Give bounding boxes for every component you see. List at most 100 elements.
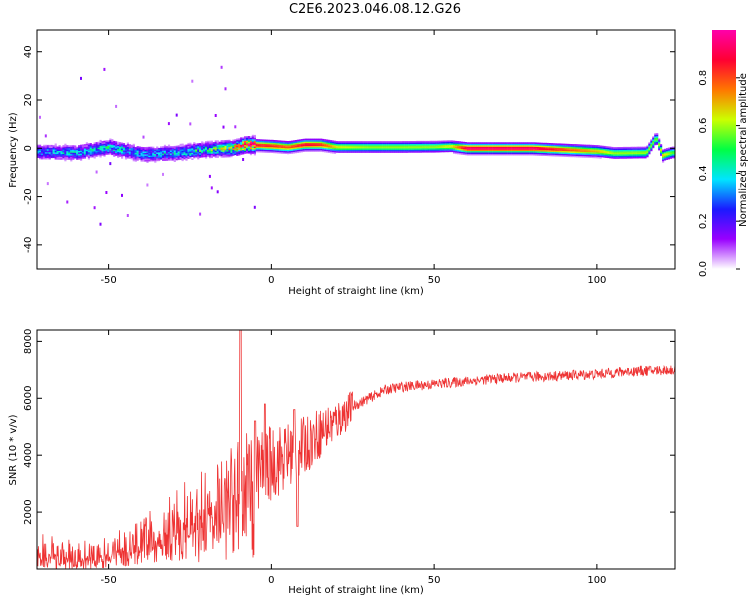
- heatmap-cell: [288, 152, 292, 154]
- heatmap-cell: [474, 150, 477, 153]
- heatmap-scatter-cell: [115, 104, 118, 108]
- heatmap-cell: [48, 157, 51, 160]
- heatmap-cell: [48, 149, 51, 151]
- heatmap-cell: [626, 152, 629, 155]
- heatmap-cell: [42, 149, 46, 151]
- heatmap-cell: [294, 144, 297, 146]
- heatmap-cell: [529, 148, 532, 150]
- heatmap-cell: [587, 153, 590, 155]
- heatmap-cell: [347, 143, 350, 146]
- heatmap-cell: [462, 147, 465, 150]
- heatmap-cell: [275, 150, 278, 152]
- heatmap-cell: [626, 154, 629, 156]
- heatmap-cell: [361, 141, 364, 143]
- heatmap-cell: [521, 148, 524, 150]
- heatmap-cell: [351, 141, 354, 143]
- heatmap-cell: [249, 140, 253, 143]
- heatmap-cell: [115, 148, 118, 151]
- heatmap-cell: [39, 157, 42, 160]
- heatmap-cell: [111, 139, 114, 141]
- heatmap-cell: [576, 148, 579, 151]
- heatmap-cell: [622, 151, 626, 153]
- heatmap-cell: [158, 159, 161, 162]
- heatmap-cell: [64, 152, 67, 154]
- heatmap-cell: [646, 148, 649, 151]
- heatmap-cell: [292, 141, 296, 144]
- heatmap-cell: [103, 152, 106, 154]
- heatmap-cell: [630, 146, 633, 149]
- heatmap-cell: [247, 136, 251, 138]
- heatmap-cell: [665, 152, 669, 155]
- heatmap-cell: [70, 148, 73, 150]
- heatmap-cell: [552, 146, 555, 148]
- heatmap-cell: [380, 141, 383, 143]
- heatmap-cell: [181, 152, 184, 154]
- heatmap-cell: [333, 146, 337, 149]
- heatmap-cell: [89, 150, 92, 152]
- heatmap-cell: [285, 152, 288, 154]
- heatmap-cell: [480, 148, 483, 150]
- heatmap-cell: [138, 149, 141, 151]
- heatmap-cell: [64, 148, 67, 150]
- y-tick-label: 40: [23, 45, 34, 58]
- heatmap-cell: [228, 144, 231, 146]
- heatmap-cell: [482, 149, 485, 152]
- heatmap-cell: [95, 150, 98, 153]
- heatmap-cell: [74, 146, 77, 149]
- heatmap-cell: [222, 143, 225, 145]
- heatmap-cell: [44, 157, 47, 160]
- heatmap-cell: [490, 152, 493, 154]
- heatmap-cell: [542, 150, 545, 152]
- heatmap-cell: [261, 146, 264, 149]
- heatmap-cell: [72, 151, 75, 153]
- heatmap-cell: [259, 142, 262, 144]
- heatmap-cell: [466, 152, 469, 154]
- heatmap-cell: [599, 152, 602, 155]
- heatmap-cell: [449, 141, 452, 144]
- heatmap-cell: [117, 149, 120, 151]
- heatmap-cell: [224, 142, 227, 145]
- heatmap-cell: [589, 155, 592, 157]
- heatmap-cell: [117, 141, 120, 144]
- heatmap-cell: [472, 143, 475, 146]
- heatmap-cell: [599, 154, 602, 156]
- heatmap-cell: [230, 145, 233, 148]
- heatmap-cell: [394, 143, 397, 146]
- heatmap-cell: [486, 150, 489, 153]
- heatmap-cell: [357, 148, 360, 150]
- heatmap-cell: [130, 144, 133, 147]
- heatmap-cell: [40, 149, 44, 151]
- heatmap-cell: [417, 140, 420, 143]
- heatmap-cell: [496, 153, 499, 156]
- x-tick-label: 0: [268, 275, 274, 286]
- heatmap-cell: [158, 155, 161, 157]
- heatmap-cell: [163, 146, 167, 148]
- heatmap-cell: [257, 143, 260, 146]
- heatmap-cell: [369, 145, 372, 147]
- heatmap-cell: [441, 143, 444, 146]
- heatmap-cell: [396, 149, 399, 152]
- heatmap-cell: [193, 156, 196, 159]
- heatmap-cell: [107, 141, 110, 144]
- heatmap-cell: [171, 154, 174, 157]
- heatmap-cell: [380, 145, 383, 147]
- heatmap-cell: [253, 150, 256, 153]
- heatmap-cell: [535, 145, 538, 147]
- heatmap-cell: [665, 155, 669, 157]
- heatmap-cell: [160, 147, 163, 150]
- heatmap-cell: [624, 157, 628, 159]
- heatmap-scatter-cell: [105, 191, 108, 194]
- heatmap-cell: [193, 145, 196, 147]
- heatmap-cell: [648, 142, 651, 145]
- heatmap-cell: [656, 136, 659, 138]
- heatmap-cell: [263, 148, 266, 150]
- heatmap-cell: [560, 146, 563, 148]
- heatmap-cell: [320, 147, 323, 149]
- heatmap-cell: [165, 159, 169, 161]
- heatmap-cell: [267, 149, 270, 152]
- heatmap-cell: [578, 154, 581, 157]
- heatmap-cell: [351, 143, 354, 146]
- heatmap-cell: [361, 148, 364, 150]
- heatmap-cell: [587, 150, 590, 153]
- heatmap-cell: [242, 136, 245, 139]
